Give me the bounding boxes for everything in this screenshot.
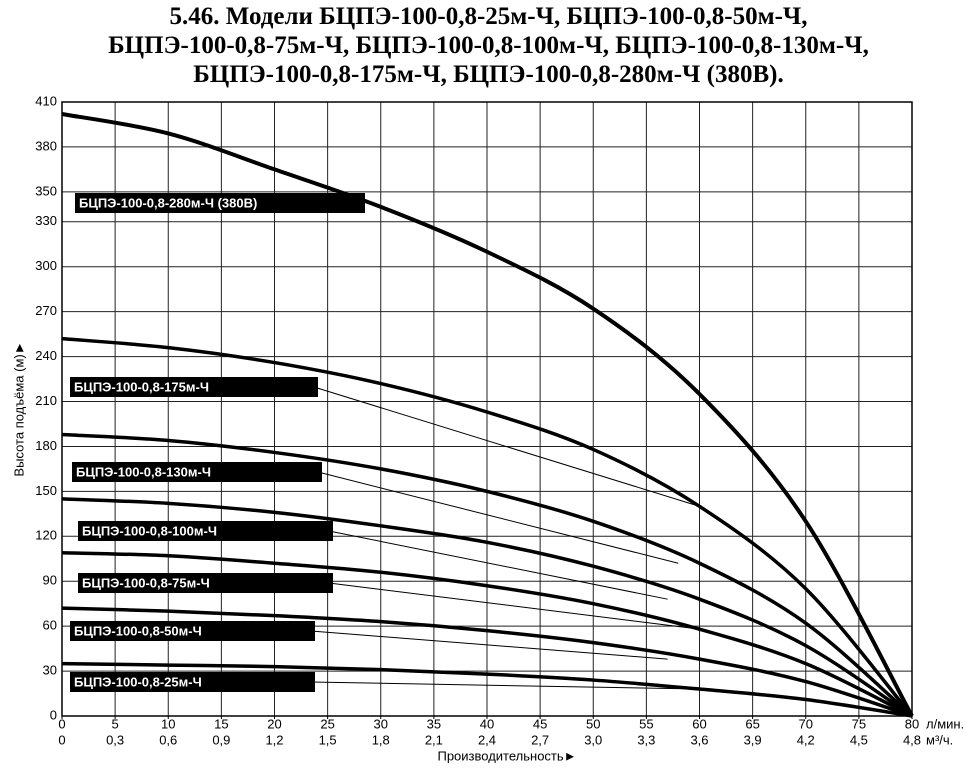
x-tick-label: 20 [267,716,281,731]
x2-tick-label: 4,8 [903,732,921,747]
x-tick-label: 70 [799,716,813,731]
curve [61,661,913,718]
label-box [78,521,333,541]
label-leader [313,386,700,507]
x2-tick-label: 1,8 [372,732,390,747]
label-leader [328,530,668,600]
x-axis-label: Производительность► [437,748,576,763]
y-tick-label: 60 [43,618,57,633]
y-tick-label: 210 [35,393,57,408]
x-tick-label: 75 [852,716,866,731]
label-leader [310,681,700,690]
x2-tick-label: 3,0 [584,732,602,747]
legend-label: БЦПЭ-100-0,8-75м-Ч [82,575,210,590]
label-box [70,672,315,692]
x2-tick-label: 3,9 [744,732,762,747]
curve [61,497,913,718]
legend-label: БЦПЭ-100-0,8-100м-Ч [82,523,217,538]
x2-tick-label: 2,1 [425,732,443,747]
x-tick-label: 5 [112,716,119,731]
title-line: БЦПЭ-100-0,8-175м-Ч, БЦПЭ-100-0,8-280м-Ч… [193,61,784,88]
curve [61,432,914,718]
label-leader [310,630,668,660]
label-box [72,462,322,482]
y-tick-label: 330 [35,213,57,228]
x-tick-label: 10 [161,716,175,731]
x2-tick-label: 2,7 [531,732,549,747]
y-tick-label: 180 [35,438,57,453]
label-box [70,377,318,397]
label-box [70,621,315,641]
curve [61,606,913,718]
label-leader [328,582,700,630]
x-tick-label: 0 [58,716,65,731]
x2-tick-label: 0,6 [159,732,177,747]
curve [61,551,913,718]
y-tick-label: 240 [35,348,57,363]
x2-unit: м³/ч. [926,732,953,747]
legend-label: БЦПЭ-100-0,8-130м-Ч [76,464,211,479]
x-unit: л/мин. [926,716,964,731]
x-tick-label: 25 [320,716,334,731]
curve [61,336,914,718]
x-tick-label: 50 [586,716,600,731]
label-box [75,193,365,213]
x2-tick-label: 4,5 [850,732,868,747]
x2-tick-label: 4,2 [797,732,815,747]
y-axis-label: Высота подъёма (м)► [11,341,26,476]
y-tick-label: 270 [35,303,57,318]
title-line: 5.46. Модели БЦПЭ-100-0,8-25м-Ч, БЦПЭ-10… [169,3,808,30]
y-tick-label: 90 [43,573,57,588]
x-tick-label: 65 [745,716,759,731]
x-tick-label: 60 [692,716,706,731]
x2-tick-label: 1,2 [265,732,283,747]
x2-tick-label: 0,3 [106,732,124,747]
y-tick-label: 350 [35,183,57,198]
legend-label: БЦПЭ-100-0,8-175м-Ч [74,379,209,394]
y-tick-label: 300 [35,258,57,273]
label-box [78,573,333,593]
legend-label: БЦПЭ-100-0,8-50м-Ч [74,623,202,638]
y-tick-label: 120 [35,528,57,543]
x2-tick-label: 1,5 [319,732,337,747]
x-tick-label: 55 [639,716,653,731]
y-tick-label: 410 [35,93,57,108]
y-tick-label: 0 [50,707,57,722]
y-tick-label: 150 [35,483,57,498]
x2-tick-label: 3,3 [637,732,655,747]
x2-tick-label: 2,4 [478,732,496,747]
plot-frame [61,101,913,717]
title-line: БЦПЭ-100-0,8-75м-Ч, БЦПЭ-100-0,8-100м-Ч,… [108,32,869,59]
x-tick-label: 80 [905,716,919,731]
x-tick-label: 40 [480,716,494,731]
x-tick-label: 35 [427,716,441,731]
y-tick-label: 380 [35,138,57,153]
x2-tick-label: 3,6 [690,732,708,747]
x-tick-label: 30 [374,716,388,731]
chart-title: 5.46. Модели БЦПЭ-100-0,8-25м-Ч, БЦПЭ-10… [0,2,977,89]
label-leader [317,471,679,564]
y-tick-label: 30 [43,663,57,678]
curve [61,112,914,717]
x2-tick-label: 0,9 [212,732,230,747]
x-tick-label: 45 [533,716,547,731]
legend-label: БЦПЭ-100-0,8-25м-Ч [74,674,202,689]
legend-label: БЦПЭ-100-0,8-280м-Ч (380В) [79,195,257,210]
x2-tick-label: 0 [58,732,65,747]
x-tick-label: 15 [214,716,228,731]
